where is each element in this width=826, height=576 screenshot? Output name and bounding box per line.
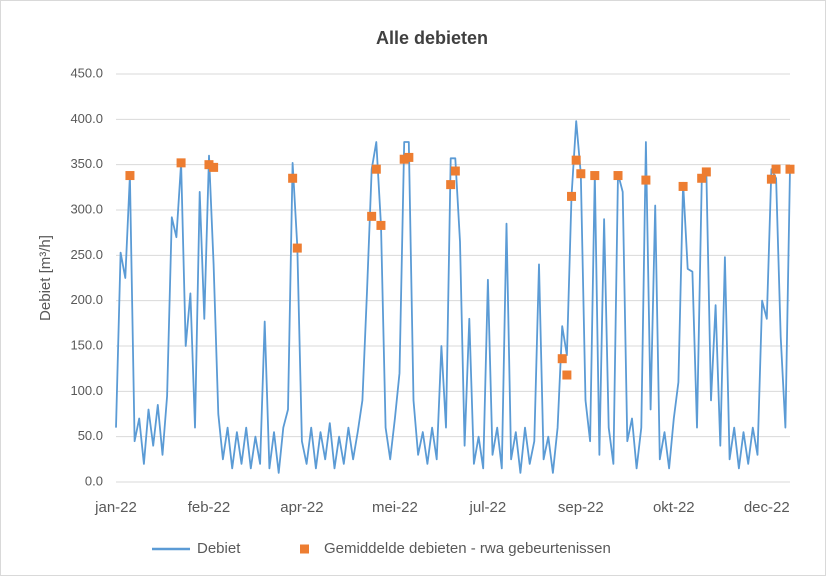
y-tick-label: 0.0	[85, 473, 103, 488]
y-tick-label: 50.0	[78, 428, 103, 443]
y-tick-label: 150.0	[70, 337, 103, 352]
y-tick-label: 400.0	[70, 111, 103, 126]
x-tick-label: jul-22	[469, 499, 507, 516]
marker	[771, 164, 781, 174]
marker	[576, 169, 586, 179]
marker	[446, 180, 456, 190]
marker	[125, 171, 135, 181]
marker	[697, 173, 707, 183]
marker	[571, 155, 581, 165]
marker	[590, 171, 600, 181]
marker	[701, 167, 711, 177]
marker	[766, 174, 776, 184]
marker	[404, 152, 414, 162]
marker	[678, 181, 688, 191]
y-tick-label: 100.0	[70, 383, 103, 398]
marker	[399, 154, 409, 164]
marker	[288, 173, 298, 183]
marker	[376, 220, 386, 230]
x-tick-label: dec-22	[744, 499, 790, 516]
legend-label: Debiet	[197, 540, 241, 557]
marker	[367, 211, 377, 221]
y-tick-label: 250.0	[70, 247, 103, 262]
y-tick-label: 350.0	[70, 156, 103, 171]
x-tick-label: mei-22	[372, 499, 418, 516]
y-tick-label: 300.0	[70, 201, 103, 216]
marker	[176, 158, 186, 168]
y-tick-label: 200.0	[70, 292, 103, 307]
marker	[209, 162, 219, 172]
marker	[204, 160, 214, 170]
marker	[641, 175, 651, 185]
x-tick-label: sep-22	[558, 499, 604, 516]
legend-label: Gemiddelde debieten - rwa gebeurtenissen	[324, 540, 611, 557]
x-tick-label: apr-22	[280, 499, 323, 516]
marker	[557, 354, 567, 364]
data-line	[115, 120, 791, 474]
x-tick-label: jan-22	[94, 499, 137, 516]
legend-swatch	[300, 544, 309, 554]
y-axis-title: Debiet [m³/h]	[37, 235, 54, 321]
y-tick-label: 450.0	[70, 65, 103, 80]
marker	[450, 166, 460, 176]
marker	[292, 243, 302, 253]
marker	[567, 191, 577, 201]
marker	[562, 370, 572, 380]
marker	[785, 164, 795, 174]
marker	[371, 164, 381, 174]
marker	[613, 171, 623, 181]
chart-title: Alle debieten	[376, 28, 488, 48]
x-tick-label: feb-22	[188, 499, 231, 516]
x-tick-label: okt-22	[653, 499, 695, 516]
